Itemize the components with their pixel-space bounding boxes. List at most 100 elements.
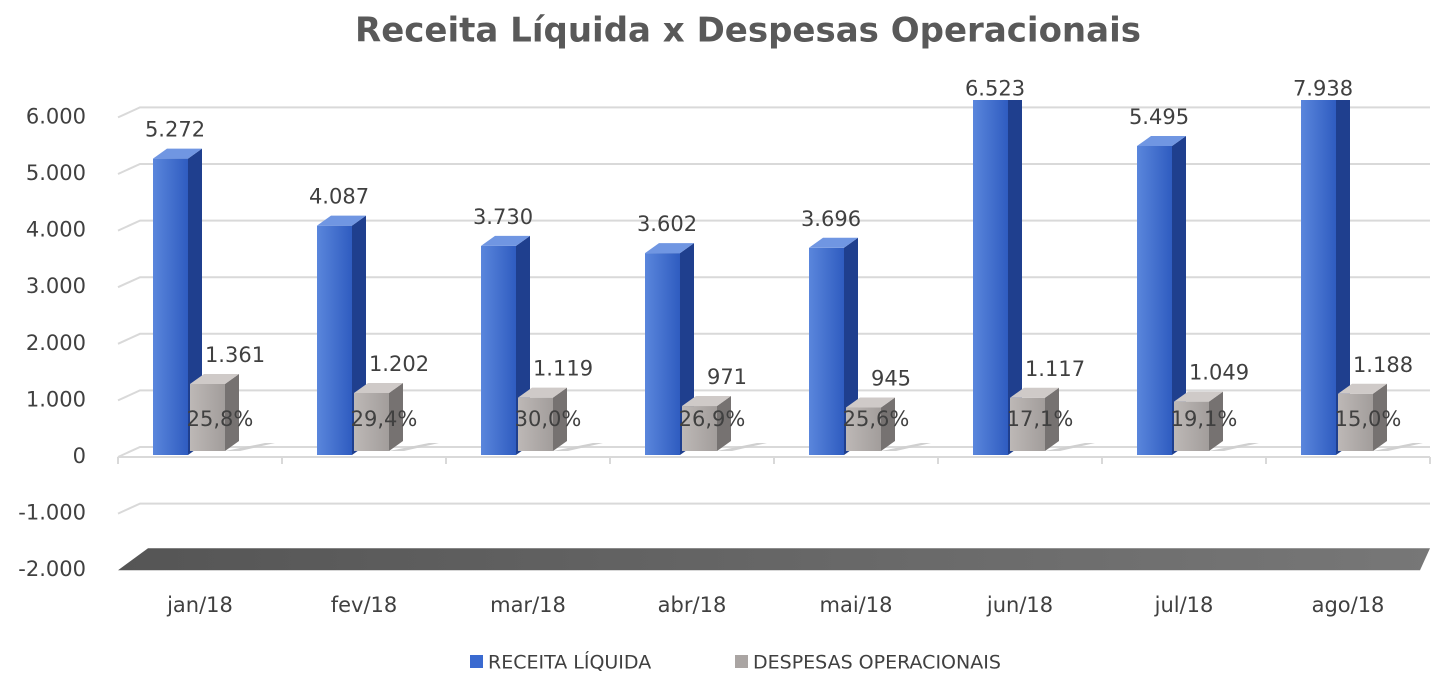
bar-front xyxy=(153,158,188,455)
y-tick-label: 0 xyxy=(73,444,86,468)
bar-front xyxy=(481,245,516,455)
value-label: 7.938 xyxy=(1293,76,1353,100)
value-label: 1.188 xyxy=(1353,353,1413,377)
value-label: 4.087 xyxy=(309,185,369,209)
bar xyxy=(846,397,931,451)
value-label: 1.117 xyxy=(1025,357,1085,381)
grid-line xyxy=(117,106,1430,119)
chart-title: Receita Líquida x Despesas Operacionais xyxy=(355,11,1141,51)
bar xyxy=(682,396,767,451)
y-tick-label: 1.000 xyxy=(26,387,86,411)
y-tick-label: 3.000 xyxy=(26,274,86,298)
bar-side xyxy=(553,387,567,451)
bar-side xyxy=(1209,391,1223,451)
bar-top xyxy=(1137,135,1186,146)
bar-top xyxy=(645,243,694,254)
bar-front xyxy=(1174,401,1209,451)
percent-label: 25,8% xyxy=(187,407,254,431)
bar-side xyxy=(717,396,731,451)
floor xyxy=(118,548,1430,571)
bar-top xyxy=(317,215,366,226)
bar-front xyxy=(1301,100,1336,456)
legend-label: RECEITA LÍQUIDA xyxy=(488,651,651,674)
bar xyxy=(973,100,1022,455)
percent-label: 15,0% xyxy=(1335,407,1402,431)
grid-line xyxy=(117,276,1430,289)
bar-front xyxy=(518,397,553,451)
value-label: 5.272 xyxy=(145,118,205,142)
plot xyxy=(153,100,1423,456)
bar-side xyxy=(389,382,403,451)
bar-side xyxy=(844,237,858,455)
bar xyxy=(190,373,275,451)
bar xyxy=(809,237,858,455)
bar-side xyxy=(1336,100,1350,455)
percent-label: 29,4% xyxy=(351,407,418,431)
bar-front xyxy=(1010,397,1045,451)
value-label: 1.049 xyxy=(1189,361,1249,385)
bar-side xyxy=(1172,135,1186,455)
bar xyxy=(1137,135,1186,455)
bar-shadow xyxy=(389,443,439,451)
bar-front xyxy=(682,406,717,451)
x-tick-label: jan/18 xyxy=(166,593,233,617)
bar-top xyxy=(1338,383,1387,394)
bar-side xyxy=(1008,100,1022,455)
bar-shadow xyxy=(1209,443,1259,451)
bar-front xyxy=(809,247,844,455)
bar-front xyxy=(190,383,225,451)
bar-top xyxy=(682,396,731,407)
grid-line xyxy=(117,219,1430,232)
bar-top xyxy=(1010,387,1059,398)
bar-front xyxy=(354,392,389,451)
bar-front xyxy=(645,253,680,455)
bar-side xyxy=(881,397,895,451)
bar-front xyxy=(846,407,881,451)
value-label: 1.202 xyxy=(369,352,429,376)
bar-shadow xyxy=(881,443,931,451)
bar-top xyxy=(481,235,530,246)
bar xyxy=(1174,391,1259,451)
grid-line xyxy=(117,332,1430,345)
value-label: 945 xyxy=(871,367,911,391)
bar-shadow xyxy=(225,443,275,451)
bar-top xyxy=(354,382,403,393)
y-tick-label: 2.000 xyxy=(26,331,86,355)
value-label: 1.119 xyxy=(533,357,593,381)
bar-front xyxy=(1137,145,1172,455)
y-tick-label: 6.000 xyxy=(26,104,86,128)
bar-front xyxy=(1338,393,1373,451)
bar-side xyxy=(1045,387,1059,451)
bar-top xyxy=(153,148,202,159)
value-label: 3.602 xyxy=(637,212,697,236)
grid-line xyxy=(117,389,1430,402)
bar xyxy=(1301,100,1350,456)
grid-line xyxy=(117,502,1430,515)
value-label: 3.696 xyxy=(801,207,861,231)
bar-front xyxy=(317,225,352,455)
bar xyxy=(153,148,202,455)
value-label: 6.523 xyxy=(965,76,1025,100)
percent-label: 26,9% xyxy=(679,407,746,431)
x-tick-label: mar/18 xyxy=(490,593,566,617)
bar xyxy=(518,387,603,451)
percent-label: 25,6% xyxy=(843,407,910,431)
value-label: 971 xyxy=(707,365,747,389)
value-label: 1.361 xyxy=(205,343,265,367)
y-tick-label: 5.000 xyxy=(26,161,86,185)
x-tick-label: fev/18 xyxy=(331,593,398,617)
y-tick-label: -2.000 xyxy=(18,557,86,581)
value-label: 5.495 xyxy=(1129,105,1189,129)
bar-top xyxy=(846,397,895,408)
x-tick-label: mai/18 xyxy=(820,593,893,617)
bar-shadow xyxy=(1373,443,1423,451)
legend-swatch xyxy=(470,655,483,668)
legend-swatch xyxy=(735,655,748,668)
bar-front xyxy=(973,100,1008,455)
bar xyxy=(1338,383,1423,451)
bar xyxy=(1010,387,1095,451)
bar-side xyxy=(1373,383,1387,451)
bar-shadow xyxy=(717,443,767,451)
bar-top xyxy=(1174,391,1223,402)
